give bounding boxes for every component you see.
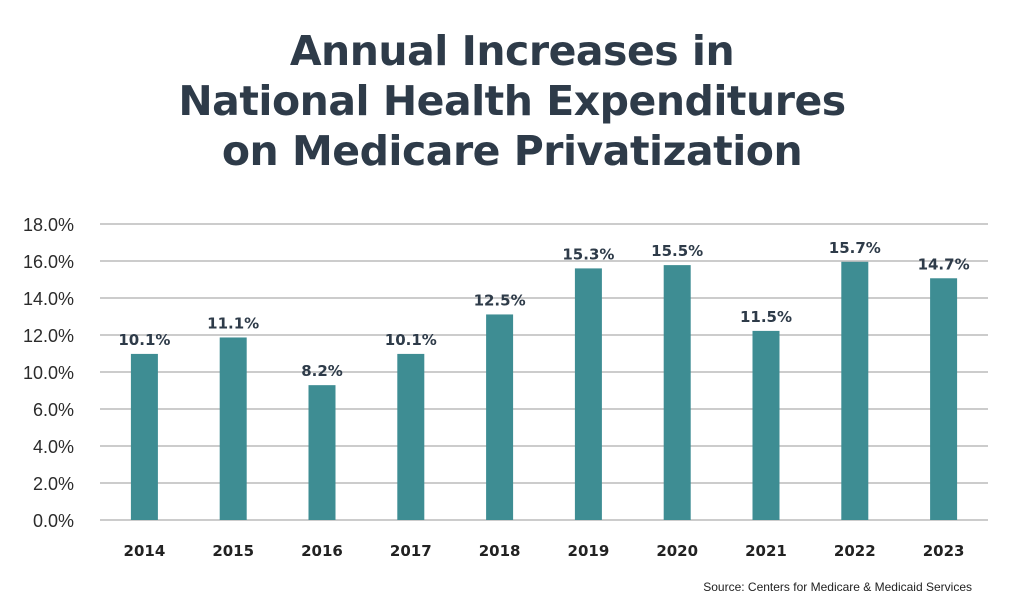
y-tick-label: 2.0%	[33, 474, 74, 494]
data-label: 15.7%	[829, 239, 881, 257]
y-tick-label: 18.0%	[23, 215, 74, 235]
x-tick-label: 2020	[656, 542, 698, 560]
bar	[486, 314, 514, 520]
y-tick-label: 10.0%	[23, 363, 74, 383]
y-tick-label: 16.0%	[23, 252, 74, 272]
data-label: 15.3%	[562, 245, 614, 263]
data-label: 11.1%	[207, 314, 259, 332]
bar	[752, 330, 780, 520]
x-tick-label: 2015	[212, 542, 254, 560]
data-label: 14.7%	[918, 255, 970, 273]
data-label: 8.2%	[301, 362, 343, 380]
bar	[663, 265, 691, 520]
x-tick-label: 2022	[834, 542, 876, 560]
source-note: Source: Centers for Medicare & Medicaid …	[703, 580, 972, 594]
bar	[130, 353, 158, 520]
x-tick-label: 2017	[390, 542, 432, 560]
bar	[308, 385, 336, 520]
x-tick-label: 2018	[479, 542, 521, 560]
title-line-2: National Health Expenditures	[178, 77, 846, 125]
x-tick-label: 2016	[301, 542, 343, 560]
data-label: 11.5%	[740, 308, 792, 326]
bar	[841, 261, 869, 520]
title-line-3: on Medicare Privatization	[221, 127, 803, 175]
data-label: 10.1%	[385, 331, 437, 349]
y-tick-label: 6.0%	[33, 400, 74, 420]
data-label: 12.5%	[474, 291, 526, 309]
title-line-1: Annual Increases in	[289, 27, 735, 75]
x-tick-label: 2023	[923, 542, 965, 560]
y-tick-label: 12.0%	[23, 326, 74, 346]
bar	[397, 353, 425, 520]
chart-title: Annual Increases in National Health Expe…	[0, 26, 1024, 176]
y-tick-label: 14.0%	[23, 289, 74, 309]
x-tick-label: 2014	[124, 542, 166, 560]
data-label: 15.5%	[651, 242, 703, 260]
y-tick-label: 0.0%	[33, 511, 74, 531]
bar	[574, 268, 602, 520]
bar	[219, 337, 247, 520]
y-tick-label: 4.0%	[33, 437, 74, 457]
bar	[930, 278, 958, 520]
data-label: 10.1%	[118, 331, 170, 349]
x-tick-label: 2021	[745, 542, 787, 560]
x-tick-label: 2019	[568, 542, 610, 560]
